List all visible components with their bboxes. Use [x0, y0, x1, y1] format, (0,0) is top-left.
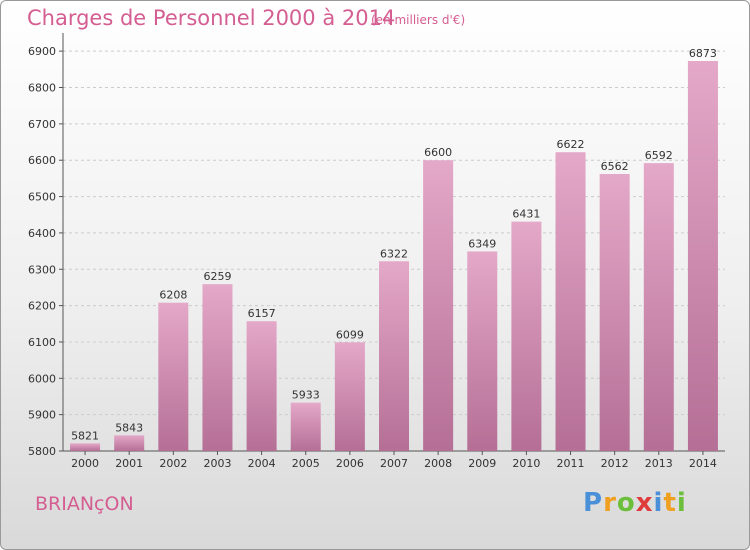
chart-subtitle: (en milliers d'€) [371, 13, 466, 27]
x-tick-label: 2014 [689, 457, 717, 470]
data-label: 6562 [601, 160, 629, 173]
data-label: 5821 [71, 429, 99, 442]
data-label: 6873 [689, 47, 717, 60]
y-tick-label: 6600 [28, 154, 56, 167]
y-tick-label: 6900 [28, 45, 56, 58]
y-tick-label: 5800 [28, 445, 56, 458]
y-tick-label: 6800 [28, 82, 56, 95]
x-tick-label: 2012 [601, 457, 629, 470]
bar [555, 152, 586, 451]
logo-letter: i [653, 488, 664, 518]
x-tick-label: 2010 [512, 457, 540, 470]
data-label: 5933 [292, 389, 320, 402]
chart-title: Charges de Personnel 2000 à 2014 [27, 6, 396, 30]
bar [643, 163, 674, 451]
bar [687, 60, 718, 452]
data-label: 6349 [468, 237, 496, 250]
x-tick-label: 2004 [248, 457, 276, 470]
y-tick-label: 6400 [28, 227, 56, 240]
data-label: 6157 [248, 307, 276, 320]
data-label: 6322 [380, 247, 408, 260]
logo-letter: x [635, 488, 654, 518]
bar [290, 402, 321, 451]
x-tick-label: 2005 [292, 457, 320, 470]
x-tick-label: 2000 [71, 457, 99, 470]
data-label: 6208 [159, 289, 187, 302]
x-tick-label: 2002 [159, 457, 187, 470]
bar [246, 321, 277, 451]
data-label: 6099 [336, 328, 364, 341]
bar [70, 443, 101, 451]
y-tick-label: 6700 [28, 118, 56, 131]
data-label: 6600 [424, 146, 452, 159]
logo-letter: o [616, 488, 636, 518]
bar [599, 174, 630, 451]
x-tick-label: 2008 [424, 457, 452, 470]
logo-letter: t [663, 488, 677, 518]
data-label: 6592 [645, 149, 673, 162]
y-tick-label: 6000 [28, 372, 56, 385]
axes: 5800 5900 6000 6100 6200 6300 6400 6500 6600 6700… [28, 33, 725, 470]
x-tick-label: 2011 [557, 457, 585, 470]
x-tick-label: 2009 [468, 457, 496, 470]
bar [467, 251, 498, 451]
bar [202, 284, 233, 451]
data-labels: 5821 5843 6208 6259 6157 5933 6099 6322 6600 6349… [71, 47, 717, 442]
y-tick-label: 6200 [28, 300, 56, 313]
bar [114, 435, 145, 451]
bar [511, 221, 542, 451]
y-tick-label: 6300 [28, 263, 56, 276]
logo-letter: r [603, 488, 617, 518]
data-label: 6431 [512, 208, 540, 221]
x-tick-label: 2003 [203, 457, 231, 470]
logo-letter: P [583, 488, 604, 518]
x-tick-label: 2006 [336, 457, 364, 470]
bar [158, 302, 189, 451]
y-tick-label: 6100 [28, 336, 56, 349]
x-tick-label: 2007 [380, 457, 408, 470]
y-tick-label: 5900 [28, 409, 56, 422]
data-label: 6622 [557, 138, 585, 151]
bar [334, 342, 365, 451]
y-tick-label: 6500 [28, 191, 56, 204]
bar [423, 160, 454, 451]
data-label: 6259 [203, 270, 231, 283]
x-tick-label: 2001 [115, 457, 143, 470]
data-label: 5843 [115, 421, 143, 434]
bars [70, 60, 718, 452]
logo-letter: i [676, 488, 687, 518]
commune-name: BRIANçON [35, 493, 134, 515]
proxiti-logo[interactable]: Proxiti [583, 488, 687, 518]
x-tick-label: 2013 [645, 457, 673, 470]
bar [378, 261, 410, 451]
